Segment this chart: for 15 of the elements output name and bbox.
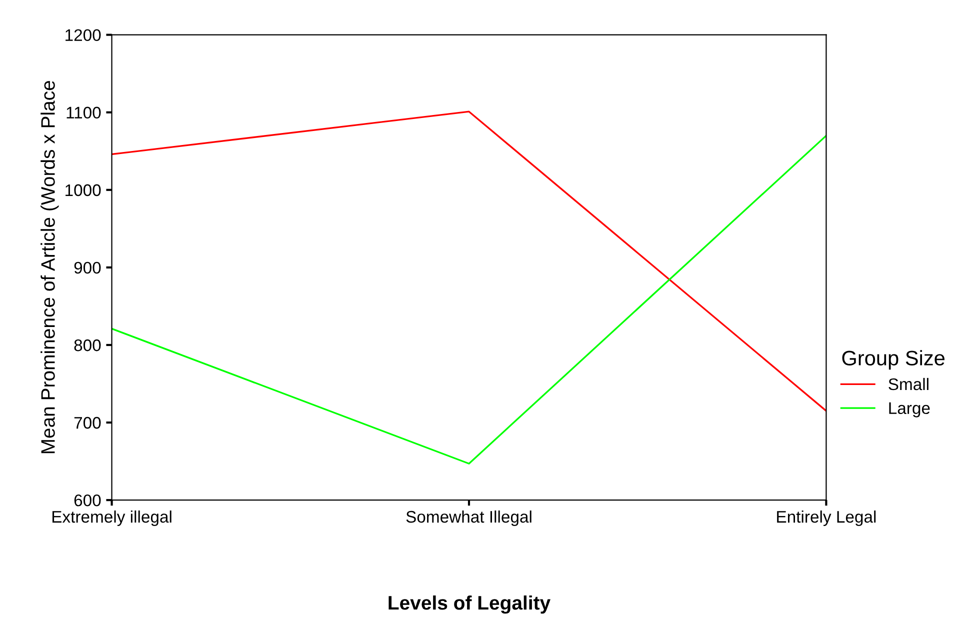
x-tick-label: Extremely illegal [52, 510, 172, 526]
y-axis-title: Mean Prominence of Article (Words x Place [40, 80, 59, 454]
legend-label: Small [888, 378, 928, 390]
legend-title: Group Size [842, 350, 944, 370]
x-axis-title: Levels of Legality [388, 595, 550, 614]
y-tick-label: 800 [74, 339, 101, 352]
y-tick-label: 1100 [66, 106, 101, 119]
y-tick-label: 1000 [66, 184, 101, 196]
legend-label: Large [889, 402, 930, 418]
x-tick-label: Entirely Legal [777, 510, 876, 526]
y-tick-label: 700 [74, 416, 101, 429]
y-tick-label: 600 [74, 494, 101, 506]
y-tick-label: 900 [74, 262, 101, 274]
x-tick-label: Somewhat Illegal [406, 510, 532, 526]
y-tick-label: 1200 [66, 29, 101, 42]
